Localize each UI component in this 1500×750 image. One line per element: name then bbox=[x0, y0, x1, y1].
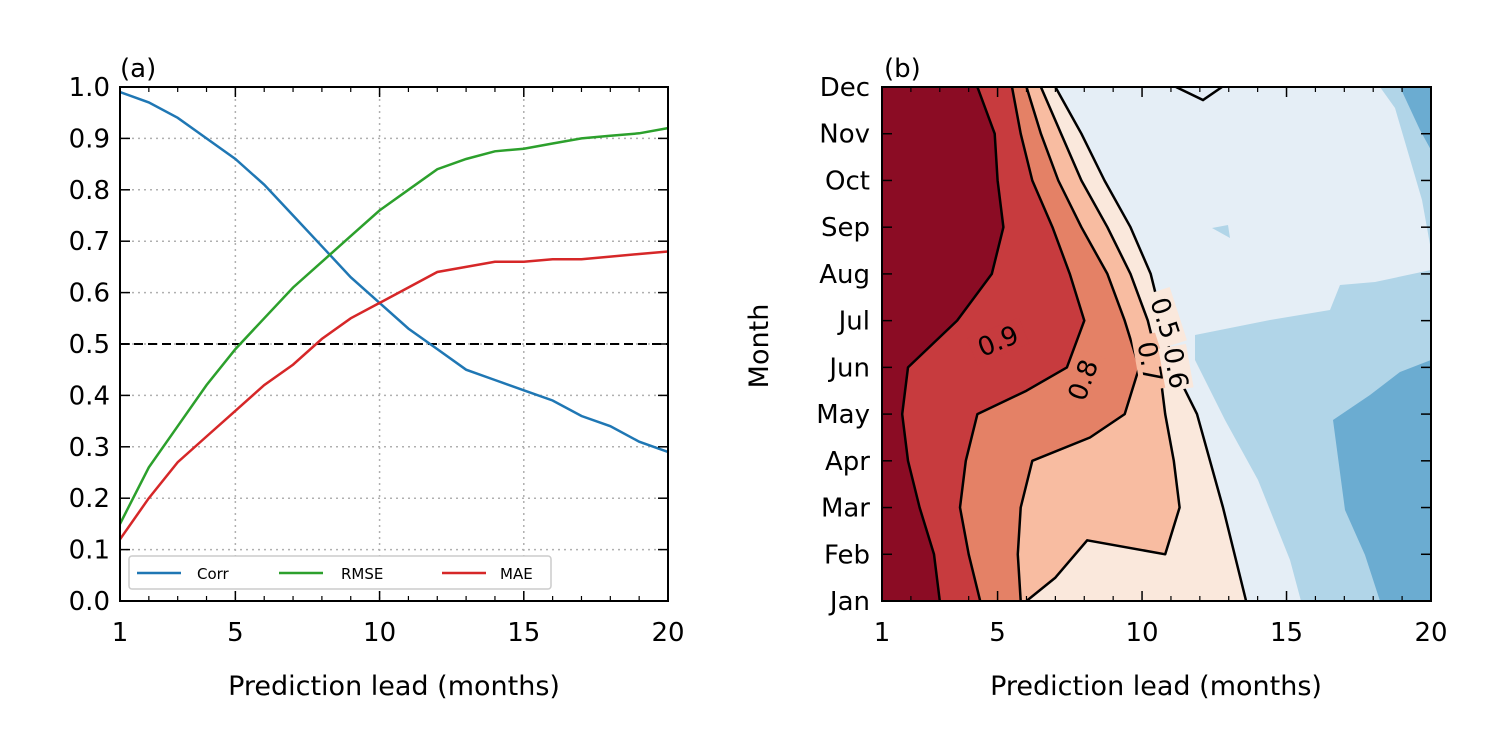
contour-line-0.9 bbox=[900, 87, 1005, 601]
panel-b-month-label: Feb bbox=[824, 540, 870, 570]
panel-a-xlabel: Prediction lead (months) bbox=[228, 671, 560, 702]
region-0.2-0.3 bbox=[1333, 87, 1431, 601]
panel-b-xlabel: Prediction lead (months) bbox=[990, 671, 1322, 702]
panel-a-ytick-label: 0.3 bbox=[69, 433, 110, 463]
panel-b-label: (b) bbox=[884, 54, 921, 84]
contour-label-0.6: 0.6 bbox=[1157, 345, 1194, 391]
panel-b-contour-lines bbox=[900, 87, 1248, 601]
panel-a-ytick-label: 0.4 bbox=[69, 381, 110, 411]
panel-a-ytick-label: 0.2 bbox=[69, 484, 110, 514]
panel-a-series bbox=[120, 90, 668, 541]
panel-a-legend: Corr RMSE MAE bbox=[128, 555, 552, 590]
panel-b-xtick-label: 1 bbox=[874, 618, 891, 648]
panel-a-ticks: 1 5 10 15 200.00.10.20.30.40.50.60.70.80.91.… bbox=[69, 73, 685, 648]
panel-a-ytick-label: 0.5 bbox=[69, 330, 110, 360]
panel-b-month-label: May bbox=[816, 400, 870, 430]
panel-b-month-label: Jul bbox=[837, 307, 870, 337]
legend-frame bbox=[128, 555, 552, 590]
panel-b-xtick-label: 5 bbox=[989, 618, 1006, 648]
panel-a-xtick-label: 15 bbox=[507, 618, 540, 648]
panel-a-ytick-label: 0.8 bbox=[69, 176, 110, 206]
contour-line-0.8 bbox=[958, 87, 1086, 601]
panel-b-ticks: 1 5 10 15 20JanFebMarAprMayJunJulAugSepOctNo… bbox=[816, 73, 1447, 648]
panel-a-xtick-label: 1 bbox=[112, 618, 129, 648]
legend-label-corr: Corr bbox=[197, 565, 230, 583]
panel-a-ytick-label: 0.1 bbox=[69, 536, 110, 566]
panel-b-ylabel: Month bbox=[744, 304, 775, 389]
legend-label-rmse: RMSE bbox=[341, 565, 383, 583]
panel-a-frame bbox=[119, 86, 669, 602]
panel-b-month-label: Nov bbox=[819, 120, 870, 150]
contour-notch bbox=[1175, 87, 1223, 102]
panel-a-xtick-label: 20 bbox=[651, 618, 684, 648]
panel-b-month-label: Jan bbox=[828, 587, 870, 617]
panel-b-xtick-label: 15 bbox=[1270, 618, 1303, 648]
panel-a-ytick-label: 0.7 bbox=[69, 227, 110, 257]
panel-a-ytick-label: 0.0 bbox=[69, 587, 110, 617]
series-line-corr bbox=[120, 90, 668, 454]
panel-a-xtick-label: 10 bbox=[363, 618, 396, 648]
panel-a-ytick-label: 1.0 bbox=[69, 73, 110, 103]
series-line-mae bbox=[120, 250, 668, 541]
panel-a-ytick-label: 0.9 bbox=[69, 124, 110, 154]
legend-label-mae: MAE bbox=[500, 565, 533, 583]
panel-b-month-label: Oct bbox=[825, 166, 870, 196]
panel-b-month-label: Mar bbox=[821, 494, 870, 524]
panel-b-xtick-label: 10 bbox=[1126, 618, 1159, 648]
panel-b-contour-chart: 0.9 0.8 0.7 0.6 0.5 1 5 10 15 20JanFebMarApr… bbox=[744, 54, 1448, 702]
panel-a-xtick-label: 5 bbox=[227, 618, 244, 648]
panel-b-month-label: Aug bbox=[819, 260, 870, 290]
panel-b-xtick-label: 20 bbox=[1414, 618, 1447, 648]
panel-b-frame bbox=[881, 86, 1432, 602]
panel-b-month-label: Jun bbox=[827, 353, 870, 383]
panel-b-month-label: Sep bbox=[821, 213, 870, 243]
region-above-0.9 bbox=[882, 87, 1004, 601]
contour-line-0.6 bbox=[1025, 87, 1181, 601]
panel-b-month-label: Apr bbox=[825, 447, 870, 477]
panel-a-label: (a) bbox=[120, 54, 156, 84]
panel-a-ytick-label: 0.6 bbox=[69, 279, 110, 309]
series-line-rmse bbox=[120, 126, 668, 525]
panel-a-line-chart: 1 5 10 15 200.00.10.20.30.40.50.60.70.80.91.… bbox=[69, 54, 685, 702]
panel-b-month-label: Dec bbox=[820, 73, 870, 103]
